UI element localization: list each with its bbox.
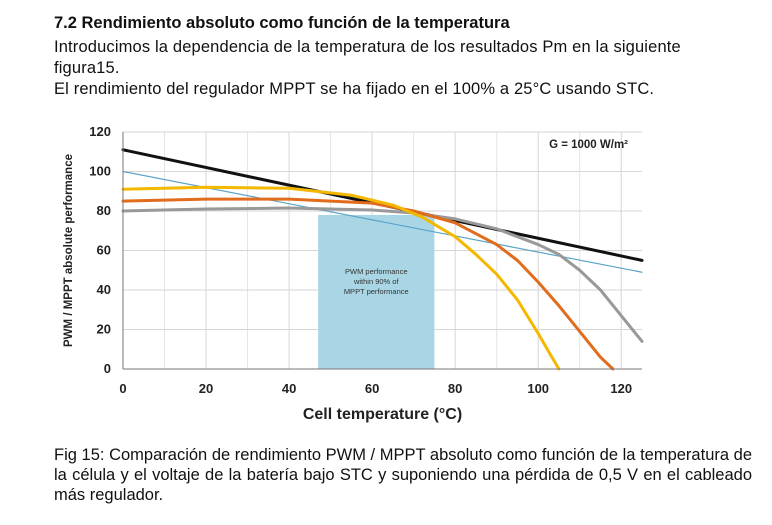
performance-chart: PWM performance within 90% of MPPT perform… xyxy=(54,118,654,436)
x-tick-label: 120 xyxy=(610,381,632,396)
y-tick-label: 40 xyxy=(97,282,111,297)
intro-line-2: figura15. xyxy=(54,59,120,77)
chart-axes xyxy=(122,132,642,370)
series-line xyxy=(121,206,644,343)
y-tick-label: 100 xyxy=(89,164,111,179)
series-line xyxy=(121,197,615,371)
x-tick-label: 60 xyxy=(365,381,379,396)
region-label-line: PWM performance xyxy=(345,267,408,276)
y-tick-label: 120 xyxy=(89,124,111,139)
chart-labels: 0 20 40 60 80 100 120 0 20 40 60 80 100 120 Cell tempe… xyxy=(63,124,632,423)
intro-line-1: Introducimos la dependencia de la temper… xyxy=(54,38,681,56)
y-tick-label: 80 xyxy=(97,203,111,218)
figure-caption: Fig 15: Comparación de rendimiento PWM /… xyxy=(54,446,752,504)
y-tick-label: 60 xyxy=(97,243,111,258)
x-tick-label: 100 xyxy=(527,381,549,396)
y-tick-label: 20 xyxy=(97,322,111,337)
region-label-line: MPPT performance xyxy=(344,287,409,296)
series-lines xyxy=(121,148,644,371)
x-axis-title: Cell temperature (°C) xyxy=(303,406,462,423)
x-tick-label: 0 xyxy=(119,381,126,396)
irradiance-annotation: G = 1000 W/m² xyxy=(549,139,628,151)
section-heading: 7.2 Rendimiento absoluto como función de… xyxy=(54,14,510,32)
region-label-line: within 90% of xyxy=(353,277,400,286)
pwm-region-rect xyxy=(318,214,435,369)
series-line xyxy=(121,185,561,371)
intro-line-3: El rendimiento del regulador MPPT se ha … xyxy=(54,80,655,98)
x-tick-label: 20 xyxy=(199,381,213,396)
x-tick-label: 80 xyxy=(448,381,462,396)
y-axis-title: PWM / MPPT absolute performance xyxy=(63,154,75,347)
y-tick-label: 0 xyxy=(104,361,111,376)
x-tick-label: 40 xyxy=(282,381,296,396)
